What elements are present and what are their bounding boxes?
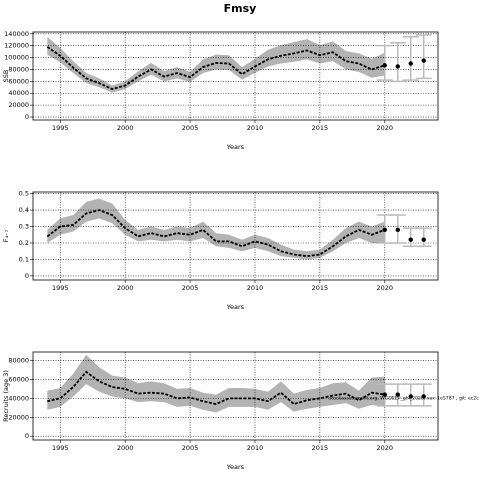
- x-axis-label: Years: [226, 463, 245, 471]
- x-tick-label: 2015: [312, 444, 329, 452]
- y-tick-label: 0.3: [19, 223, 29, 231]
- estimate-line: [46, 209, 386, 258]
- y-tick-label: 60000: [8, 375, 29, 383]
- figure-title: Fmsy: [224, 2, 257, 15]
- x-tick-label: 2010: [247, 124, 264, 132]
- x-tick-label: 2020: [377, 444, 394, 452]
- forecast-point: [421, 58, 426, 63]
- estimate-line: [46, 46, 386, 91]
- estimate-line: [47, 370, 385, 406]
- x-tick-label: 2005: [182, 444, 199, 452]
- plot-frame: [32, 191, 439, 281]
- forecast-point: [408, 237, 413, 242]
- y-tick-label: 80000: [8, 357, 29, 365]
- x-tick-label: 2020: [377, 284, 394, 292]
- x-tick-label: 2010: [247, 444, 264, 452]
- y-tick-label: 20000: [8, 101, 29, 109]
- y-tick-label: 0.5: [19, 190, 29, 198]
- y-tick-label: 0.1: [19, 255, 29, 263]
- x-axis-label: Years: [226, 143, 245, 151]
- x-axis-label: Years: [226, 303, 245, 311]
- forecast-point: [408, 394, 413, 399]
- y-tick-label: 40000: [8, 394, 29, 402]
- forecast-point: [382, 63, 387, 68]
- y-axis-label: F₄₋₇: [2, 229, 10, 242]
- y-tick-label: 0: [25, 272, 29, 280]
- y-tick-label: 0.2: [19, 239, 29, 247]
- y-tick-label: 140000: [4, 30, 29, 38]
- x-tick-label: 2005: [182, 124, 199, 132]
- x-tick-label: 2005: [182, 284, 199, 292]
- y-tick-label: 120000: [4, 42, 29, 50]
- x-tick-label: 2010: [247, 284, 264, 292]
- x-tick-label: 2020: [377, 124, 394, 132]
- y-tick-label: 0: [25, 432, 29, 440]
- forecast-point: [408, 61, 413, 66]
- x-tick-label: 2000: [117, 444, 134, 452]
- confidence-band: [47, 36, 385, 93]
- x-tick-label: 1995: [52, 444, 69, 452]
- forecast-point: [395, 392, 400, 397]
- x-tick-label: 2000: [117, 284, 134, 292]
- y-axis-label: SSB: [2, 70, 10, 83]
- forecast-point: [382, 227, 387, 233]
- forecast-point: [421, 237, 426, 242]
- x-tick-label: 2015: [312, 284, 329, 292]
- annotation: stockassessment.org, WGDEEP_ghl_2020, ve…: [329, 396, 479, 402]
- plot-frame: [32, 351, 439, 441]
- x-tick-label: 1995: [52, 124, 69, 132]
- confidence-band: [47, 354, 385, 413]
- plot-frame: [32, 31, 439, 121]
- y-tick-label: 0.4: [19, 206, 29, 214]
- forecast-point: [382, 392, 387, 397]
- y-tick-label: 0: [25, 113, 29, 121]
- x-tick-label: 2015: [312, 124, 329, 132]
- y-tick-label: 40000: [8, 89, 29, 97]
- forecast-point: [395, 227, 400, 233]
- forecast-point: [395, 64, 400, 69]
- y-tick-label: 20000: [8, 413, 29, 421]
- y-axis-label: Recruits (age 3): [2, 370, 10, 422]
- x-tick-label: 1995: [52, 284, 69, 292]
- y-tick-label: 80000: [8, 65, 29, 73]
- y-tick-label: 100000: [4, 54, 29, 62]
- y-tick-label: 60000: [8, 77, 29, 85]
- x-tick-label: 2000: [117, 124, 134, 132]
- forecast-point: [421, 394, 426, 399]
